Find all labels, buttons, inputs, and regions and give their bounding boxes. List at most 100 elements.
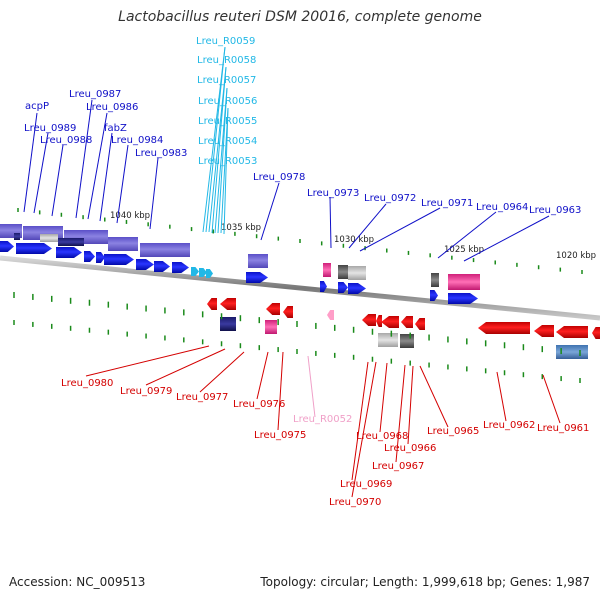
band-segment <box>108 237 138 251</box>
reverse-cds-arrow[interactable] <box>556 326 588 338</box>
forward-cds-arrow[interactable] <box>104 254 134 265</box>
gene-label[interactable]: Lreu_0964 <box>476 202 528 213</box>
gene-label[interactable]: Lreu_0968 <box>356 431 408 442</box>
forward-cds-arrow[interactable] <box>84 251 95 262</box>
gene-label[interactable]: Lreu_0984 <box>111 135 163 146</box>
forward-cds-arrow[interactable] <box>16 243 52 254</box>
forward-cds-arrow[interactable] <box>430 290 438 301</box>
band-segment <box>58 238 84 246</box>
genome-backbone <box>0 255 600 321</box>
gene-label[interactable]: Lreu_0972 <box>364 193 416 204</box>
rna-row <box>191 267 213 278</box>
gene-label[interactable]: Lreu_0973 <box>307 188 359 199</box>
forward-cds-arrow[interactable] <box>154 261 170 272</box>
forward-cds-arrow[interactable] <box>246 272 268 283</box>
gene-label[interactable]: Lreu_R0058 <box>197 55 256 66</box>
rna-arrow[interactable] <box>191 267 199 276</box>
reverse-cds-arrow[interactable] <box>381 316 399 328</box>
band-segment <box>378 333 398 347</box>
gene-label[interactable]: Lreu_0961 <box>537 423 589 434</box>
gene-label[interactable]: Lreu_0967 <box>372 461 424 472</box>
reverse-cds-arrow[interactable] <box>266 303 280 315</box>
gene-label[interactable]: Lreu_0976 <box>233 399 285 410</box>
band-segment <box>140 243 190 257</box>
scale-tick-label: 1020 kbp <box>556 251 596 261</box>
scale-tick-label: 1030 kbp <box>334 235 374 245</box>
gene-label[interactable]: Lreu_0979 <box>120 386 172 397</box>
gene-label[interactable]: fabZ <box>104 123 127 134</box>
gene-label[interactable]: Lreu_R0057 <box>197 75 256 86</box>
gene-label[interactable]: Lreu_0975 <box>254 430 306 441</box>
map-title: Lactobacillus reuteri DSM 20016, complet… <box>118 9 482 25</box>
gene-label[interactable]: Lreu_0962 <box>483 420 535 431</box>
reverse-cds-arrow[interactable] <box>376 315 382 327</box>
band-segment <box>338 265 348 279</box>
outer-band-forward <box>0 224 480 290</box>
forward-cds-arrow[interactable] <box>136 259 154 270</box>
gene-label[interactable]: Lreu_0966 <box>384 443 436 454</box>
gene-label[interactable]: Lreu_0988 <box>40 135 92 146</box>
forward-cds-arrow[interactable] <box>348 283 366 294</box>
rna-arrow[interactable] <box>206 269 213 278</box>
forward-cds-arrow[interactable] <box>96 252 105 263</box>
gene-label[interactable]: Lreu_0971 <box>421 198 473 209</box>
gene-label[interactable]: Lreu_0983 <box>135 148 187 159</box>
gene-label[interactable]: Lreu_0986 <box>86 102 138 113</box>
pseudo-leader-line <box>307 355 316 418</box>
gene-label[interactable]: Lreu_R0059 <box>196 36 255 47</box>
gene-label[interactable]: Lreu_0980 <box>61 378 113 389</box>
scale-tick-label: 1035 kbp <box>221 223 261 233</box>
forward-cds-arrow[interactable] <box>172 262 189 273</box>
band-segment <box>323 263 331 277</box>
gene-label[interactable]: Lreu_0977 <box>176 392 228 403</box>
band-segment <box>248 254 268 268</box>
reverse-cds-arrow[interactable] <box>220 298 236 310</box>
forward-leader-lines <box>23 99 550 262</box>
tick-dash-rows <box>13 208 583 383</box>
reverse-cds-arrow[interactable] <box>415 318 425 330</box>
rna-leader-lines <box>202 46 229 235</box>
reverse-cds-arrow[interactable] <box>401 316 413 328</box>
gene-label[interactable]: Lreu_R0055 <box>198 116 257 127</box>
band-segment <box>348 266 366 280</box>
forward-cds-row <box>0 241 478 304</box>
gene-label[interactable]: Lreu_R0054 <box>198 136 257 147</box>
band-segment <box>448 274 480 290</box>
gene-label[interactable]: Lreu_0989 <box>24 123 76 134</box>
topology-text: Topology: circular; Length: 1,999,618 bp… <box>260 575 590 589</box>
forward-cds-arrow[interactable] <box>0 241 14 252</box>
reverse-cds-arrow[interactable] <box>207 298 217 310</box>
gene-label[interactable]: acpP <box>25 101 49 112</box>
band-segment <box>400 334 414 348</box>
band-segment <box>40 234 58 242</box>
gene-label[interactable]: Lreu_0970 <box>329 497 381 508</box>
gene-label[interactable]: Lreu_0963 <box>529 205 581 216</box>
pseudo-arrow[interactable] <box>327 310 334 320</box>
reverse-cds-arrow[interactable] <box>534 325 554 337</box>
rna-arrow[interactable] <box>199 268 207 277</box>
gene-label[interactable]: Lreu_R0056 <box>198 96 257 107</box>
gene-label[interactable]: Lreu_R0053 <box>198 156 257 167</box>
gene-label[interactable]: Lreu_R0052 <box>293 414 352 425</box>
gene-label[interactable]: Lreu_0978 <box>253 172 305 183</box>
forward-cds-arrow[interactable] <box>320 281 327 292</box>
gene-label[interactable]: Lreu_0969 <box>340 479 392 490</box>
reverse-cds-arrow[interactable] <box>478 322 530 334</box>
reverse-cds-arrow[interactable] <box>592 327 600 339</box>
reverse-cds-row <box>207 298 600 339</box>
band-segment <box>220 317 236 331</box>
reverse-cds-arrow[interactable] <box>283 306 293 318</box>
scale-labels: 1040 kbp 1035 kbp 1030 kbp 1025 kbp 1020… <box>110 211 596 261</box>
gene-label[interactable]: Lreu_0987 <box>69 89 121 100</box>
band-segment <box>14 233 20 240</box>
rna-gene-labels: Lreu_R0059 Lreu_R0058 Lreu_R0057 Lreu_R0… <box>196 36 257 167</box>
forward-cds-arrow[interactable] <box>448 293 478 304</box>
forward-cds-arrow[interactable] <box>338 282 348 293</box>
band-segment <box>431 273 439 287</box>
forward-cds-arrow[interactable] <box>56 247 82 258</box>
gene-label[interactable]: Lreu_0965 <box>427 426 479 437</box>
reverse-cds-arrow[interactable] <box>362 314 376 326</box>
scale-tick-label: 1025 kbp <box>444 245 484 255</box>
